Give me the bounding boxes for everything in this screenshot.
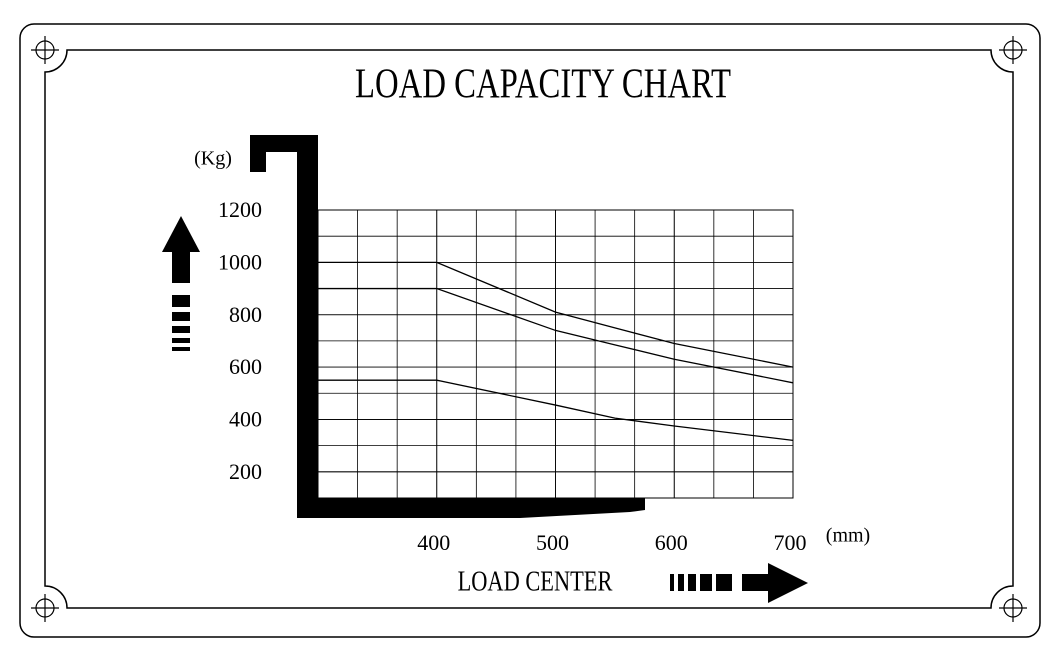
grid bbox=[317, 209, 794, 499]
y-tick-label: 400 bbox=[229, 407, 262, 432]
y-tick-label: 800 bbox=[229, 302, 262, 327]
y-tick-label: 200 bbox=[229, 459, 262, 484]
outer-border bbox=[19, 23, 1041, 638]
load-curve bbox=[318, 379, 794, 442]
up-arrow bbox=[162, 216, 200, 351]
x-tick-label: 600 bbox=[655, 530, 688, 555]
chart-title: LOAD CAPACITY CHART bbox=[355, 61, 731, 108]
corner-holes bbox=[31, 36, 1027, 622]
y-axis-label: (Kg) bbox=[194, 148, 232, 170]
y-tick-label: 1000 bbox=[218, 249, 262, 274]
right-arrow bbox=[670, 563, 808, 603]
load-curve bbox=[318, 261, 794, 368]
y-tick-label: 600 bbox=[229, 354, 262, 379]
x-tick-label: 500 bbox=[536, 530, 569, 555]
x-axis-label: LOAD CENTER bbox=[458, 566, 613, 597]
fork-outline bbox=[250, 135, 645, 518]
x-tick-label: 400 bbox=[417, 530, 450, 555]
load-curve bbox=[318, 287, 794, 384]
y-tick-label: 1200 bbox=[218, 197, 262, 222]
x-tick-label: 700 bbox=[774, 530, 807, 555]
x-unit-label: (mm) bbox=[826, 525, 870, 547]
inner-border bbox=[44, 49, 1014, 609]
